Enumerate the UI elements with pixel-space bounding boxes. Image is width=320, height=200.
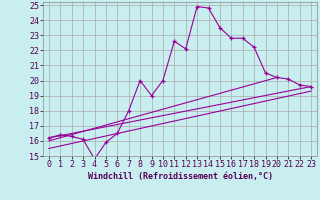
- X-axis label: Windchill (Refroidissement éolien,°C): Windchill (Refroidissement éolien,°C): [87, 172, 273, 181]
